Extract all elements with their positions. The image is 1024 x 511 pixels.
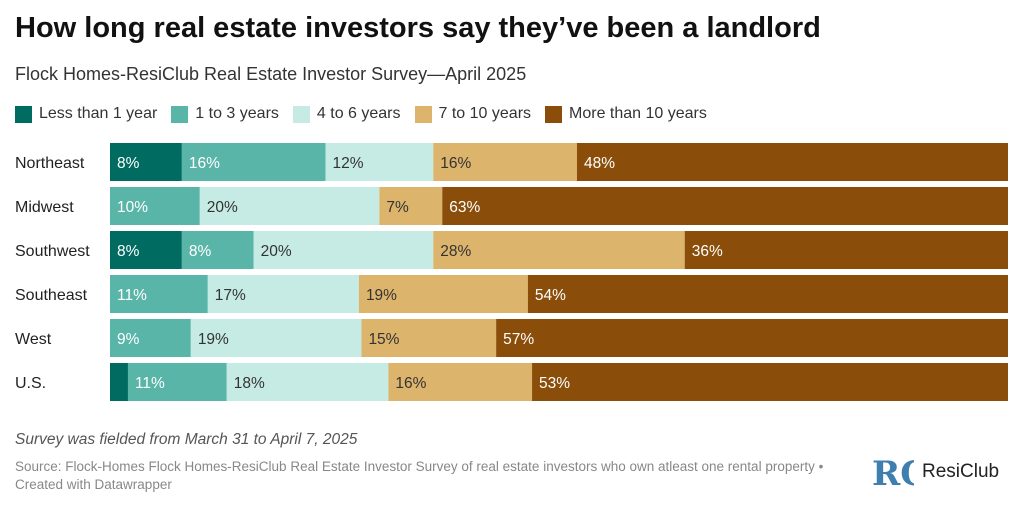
legend-item: 1 to 3 years	[171, 105, 279, 123]
data-label: 18%	[234, 375, 265, 392]
source-text: Source: Flock-Homes Flock Homes-ResiClub…	[15, 459, 824, 492]
data-label: 16%	[189, 155, 220, 172]
legend-swatch	[15, 105, 32, 123]
bar-segment	[496, 319, 1008, 357]
legend-label: More than 10 years	[569, 105, 707, 122]
data-label: 10%	[117, 199, 148, 216]
resiclub-logo: RC ResiClub	[870, 452, 999, 492]
data-label: 57%	[503, 331, 534, 348]
legend-item: 4 to 6 years	[292, 105, 401, 123]
bar-segment	[358, 275, 528, 313]
data-label: 8%	[189, 243, 212, 260]
bar-segment	[433, 231, 685, 269]
category-label: West	[15, 331, 52, 348]
bar-segment	[110, 231, 182, 269]
legend-swatch	[171, 105, 189, 123]
legend: Less than 1 year 1 to 3 years 4 to 6 years…	[15, 104, 721, 124]
data-label: 8%	[117, 243, 140, 260]
bar-segment	[181, 143, 326, 181]
bar-segment	[684, 231, 1008, 269]
data-label: 54%	[535, 287, 566, 304]
data-label: 53%	[539, 375, 570, 392]
legend-label: Less than 1 year	[39, 105, 158, 122]
bar-segment	[361, 319, 497, 357]
category-label: Northeast	[15, 155, 85, 172]
bar-segment	[527, 275, 1008, 313]
legend-item: Less than 1 year	[15, 105, 157, 123]
data-label: 12%	[333, 155, 364, 172]
bar-segment	[379, 187, 443, 225]
bar-segment	[576, 143, 1008, 181]
data-label: 36%	[692, 243, 723, 260]
data-label: 48%	[584, 155, 615, 172]
data-label: 16%	[440, 155, 471, 172]
logo-text: ResiClub	[922, 461, 1000, 482]
chart-subtitle: Flock Homes-ResiClub Real Estate Investo…	[15, 64, 527, 84]
bar-segment	[110, 275, 208, 313]
bar-segment	[532, 363, 1008, 401]
data-label: 16%	[395, 375, 426, 392]
bar-segment	[110, 187, 200, 225]
stacked-bar-chart: Northeast 8% 16% 12% 16% 48% Midwest 10% 20% 7% 63…	[15, 143, 1008, 401]
data-label: 19%	[366, 287, 397, 304]
legend-swatch	[545, 105, 563, 123]
data-label: 8%	[117, 155, 140, 172]
chart-title: How long real estate investors say they’…	[15, 12, 821, 44]
data-label: 28%	[440, 243, 471, 260]
legend-label: 7 to 10 years	[438, 105, 532, 122]
category-label: Southwest	[15, 243, 90, 260]
bar-segment	[110, 319, 191, 357]
bar-segment	[442, 187, 1008, 225]
category-label: Midwest	[15, 199, 74, 216]
data-label: 20%	[207, 199, 238, 216]
data-label: 15%	[368, 331, 399, 348]
data-label: 17%	[215, 287, 246, 304]
survey-note: Survey was fielded from March 31 to Apri…	[15, 431, 358, 448]
bar-segment	[325, 143, 434, 181]
bar-segment	[226, 363, 389, 401]
bar-segment	[110, 363, 128, 401]
bar-segment	[110, 143, 182, 181]
bar-segment	[127, 363, 227, 401]
category-label: Southeast	[15, 287, 88, 304]
data-label: 9%	[117, 331, 140, 348]
bar-segment	[433, 143, 577, 181]
bar-segment	[388, 363, 533, 401]
legend-label: 1 to 3 years	[195, 105, 279, 122]
data-label: 19%	[198, 331, 229, 348]
bar-segment	[207, 275, 359, 313]
data-label: 20%	[261, 243, 292, 260]
legend-swatch	[292, 105, 310, 123]
data-label: 11%	[117, 287, 147, 304]
logo-mark-text: RC	[872, 454, 914, 492]
legend-item: 7 to 10 years	[414, 105, 532, 123]
legend-swatch	[414, 105, 432, 123]
resiclub-logo-icon: RC	[870, 452, 914, 492]
legend-item: More than 10 years	[545, 105, 707, 123]
data-label: 7%	[386, 199, 409, 216]
bar-segment	[190, 319, 362, 357]
data-label: 11%	[135, 375, 165, 392]
bar-segment	[199, 187, 380, 225]
data-label: 63%	[449, 199, 480, 216]
category-label: U.S.	[15, 375, 46, 392]
bar-segment	[181, 231, 254, 269]
legend-label: 4 to 6 years	[316, 105, 401, 122]
bar-segment	[253, 231, 434, 269]
